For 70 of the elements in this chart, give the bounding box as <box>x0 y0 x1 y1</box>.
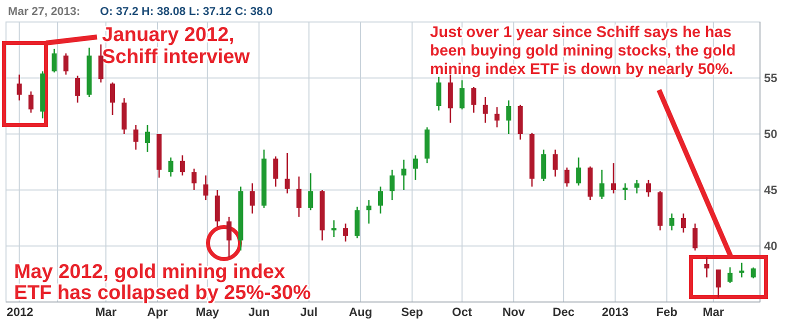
candlestick <box>460 80 465 110</box>
candlestick <box>63 52 68 76</box>
candlestick <box>599 169 604 200</box>
candlestick <box>343 222 348 242</box>
candlestick <box>646 179 651 198</box>
candlestick <box>180 154 185 176</box>
candlestick <box>704 256 710 278</box>
annotation: Just over 1 year since Schiff says he has been buying gold mining stocks, the gold mining index ETF is down by nearly 50%. <box>430 24 736 78</box>
x-tick-label: Mar <box>95 305 117 319</box>
x-tick-label: May <box>196 305 220 319</box>
candlestick <box>692 222 698 252</box>
x-tick-label: 2012 <box>6 305 34 319</box>
candlestick <box>552 148 558 178</box>
chart-title: Mar 27, 2013: <box>8 6 80 18</box>
candlestick <box>728 266 733 284</box>
y-tick-label: 50 <box>764 127 778 141</box>
candlestick <box>284 152 290 194</box>
candlestick <box>110 82 116 116</box>
chart-subtitle: O: 37.2 H: 38.08 L: 37.12 C: 38.0 <box>100 6 273 18</box>
x-tick-label: Jul <box>300 305 318 319</box>
candlestick <box>144 124 150 153</box>
y-tick-label: 45 <box>764 183 778 197</box>
x-tick-label: Mar <box>702 305 724 319</box>
candlestick <box>308 172 314 211</box>
x-tick-label: Feb <box>656 305 678 319</box>
candlestick <box>296 176 302 218</box>
x-tick-label: Oct <box>452 305 472 319</box>
x-tick-label: Jun <box>248 305 270 319</box>
candlestick <box>401 159 406 191</box>
candlestick <box>52 48 57 74</box>
candlestick <box>506 100 512 135</box>
candlestick <box>133 124 138 150</box>
candlestick <box>412 154 418 181</box>
candlestick <box>576 156 582 186</box>
candlestick <box>273 156 278 188</box>
candlestick <box>75 75 80 104</box>
x-tick-label: 2013 <box>602 305 629 319</box>
candlestick <box>192 168 197 191</box>
candlestick <box>168 156 174 178</box>
candlestick <box>739 262 744 278</box>
candlestick <box>680 212 686 234</box>
candlestick <box>28 90 34 114</box>
y-tick-label: 55 <box>764 71 778 85</box>
candlestick <box>634 179 640 194</box>
candlestick <box>203 174 208 201</box>
x-tick-label: Dec <box>552 305 575 319</box>
candlestick <box>750 266 756 279</box>
candlestick <box>250 182 255 214</box>
candlestick <box>716 268 721 298</box>
candlestick <box>611 162 616 194</box>
candlestick <box>390 169 395 201</box>
candlestick <box>16 74 22 102</box>
candlestick <box>494 106 500 128</box>
candlestick <box>436 76 442 112</box>
candlestick <box>669 212 674 232</box>
candlestick <box>564 166 570 188</box>
candlestick <box>98 44 104 84</box>
annotation: May 2012, gold mining index ETF has collapsed by 25%-30% <box>14 261 311 304</box>
candlestick <box>331 220 336 238</box>
x-tick-label: Apr <box>147 305 168 319</box>
candlestick <box>366 199 372 224</box>
candlestick <box>482 96 488 124</box>
x-tick-label: Aug <box>348 305 372 319</box>
y-tick-label: 40 <box>764 239 778 253</box>
annotation: January 2012, Schiff interview <box>102 24 250 68</box>
x-tick-label: Sep <box>401 305 424 319</box>
x-tick-label: Nov <box>502 305 526 319</box>
candlestick <box>226 216 232 258</box>
candlestick <box>471 86 476 114</box>
candlestick <box>378 186 384 214</box>
